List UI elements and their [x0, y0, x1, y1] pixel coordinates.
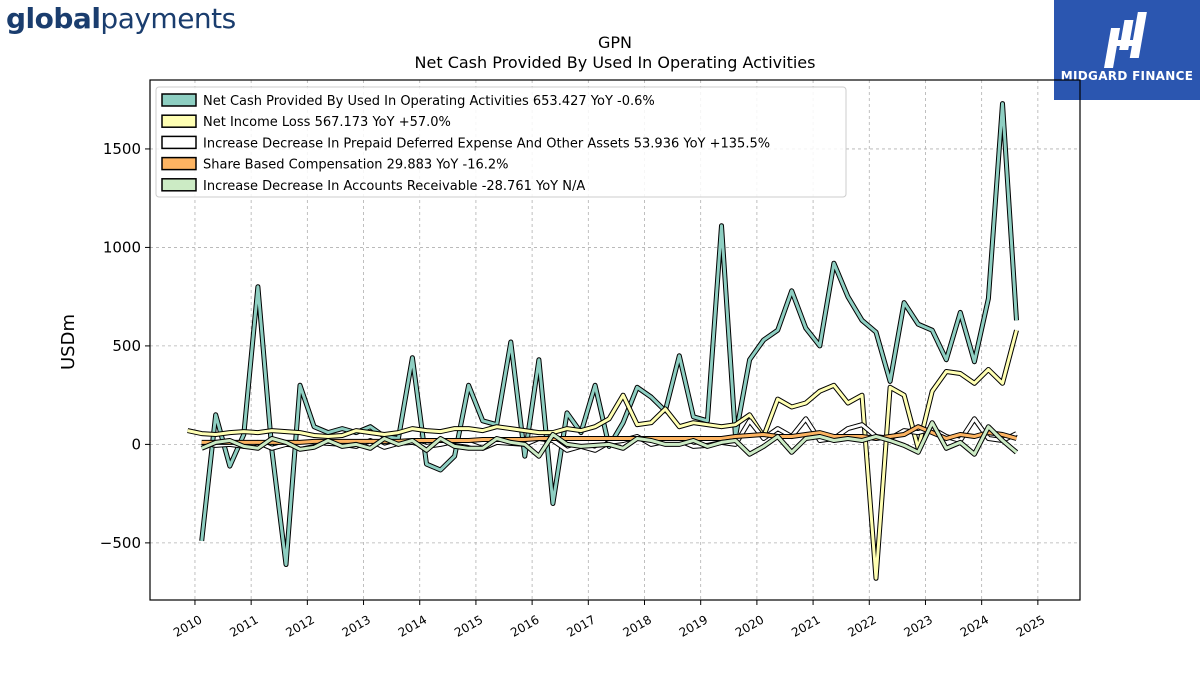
y-tick-label: −500	[100, 534, 141, 552]
legend-item: Net Cash Provided By Used In Operating A…	[161, 93, 655, 109]
legend-swatch	[161, 93, 197, 107]
y-tick-label: 1500	[103, 140, 141, 158]
x-tick-label: 2016	[508, 612, 541, 639]
x-tick-label: 2014	[396, 612, 429, 639]
legend-label: Share Based Compensation 29.883 YoY -16.…	[203, 158, 509, 173]
logo-regular-text: payments	[100, 2, 236, 35]
series-line-stroke	[187, 329, 1018, 580]
y-tick-label: 0	[131, 435, 141, 453]
x-tick-label: 2017	[564, 612, 597, 639]
legend-label: Increase Decrease In Accounts Receivable…	[203, 179, 585, 194]
legend-label: Increase Decrease In Prepaid Deferred Ex…	[203, 136, 770, 151]
midgard-finance-badge: MIDGARD FINANCE	[1054, 0, 1200, 100]
x-tick-label: 2025	[1014, 612, 1047, 639]
legend-label: Net Income Loss 567.173 YoY +57.0%	[203, 115, 451, 130]
y-tick-label: 1000	[103, 238, 141, 256]
x-tick-label: 2024	[958, 612, 991, 639]
y-axis-label: USDm	[58, 314, 79, 370]
x-tick-label: 2023	[902, 612, 935, 639]
legend-item: Increase Decrease In Accounts Receivable…	[161, 178, 585, 194]
legend-item: Increase Decrease In Prepaid Deferred Ex…	[161, 135, 770, 151]
x-tick-label: 2020	[733, 612, 766, 639]
logo-bold-text: global	[6, 2, 101, 35]
series-line-stroke	[201, 421, 1018, 458]
y-axis-ticks: −500 0 500 1000 1500	[100, 140, 150, 552]
series-line	[187, 329, 1019, 581]
legend-item: Share Based Compensation 29.883 YoY -16.…	[161, 156, 509, 173]
x-tick-label: 2022	[845, 612, 878, 639]
x-tick-label: 2011	[227, 612, 260, 639]
x-tick-label: 2018	[621, 612, 654, 639]
legend-swatch	[161, 156, 197, 171]
plot-lines	[187, 101, 1019, 581]
global-payments-logo: globalpayments	[6, 2, 236, 35]
x-tick-label: 2019	[677, 612, 710, 639]
series-line	[200, 420, 1019, 459]
legend-swatch	[161, 135, 197, 150]
x-tick-label: 2012	[283, 612, 316, 639]
x-tick-label: 2015	[452, 612, 485, 639]
legend-swatch	[161, 178, 197, 192]
legend-label: Net Cash Provided By Used In Operating A…	[203, 94, 655, 109]
legend: Net Cash Provided By Used In Operating A…	[155, 86, 847, 198]
chart-subtitle: Net Cash Provided By Used In Operating A…	[415, 53, 816, 72]
plot-frame	[149, 79, 1081, 601]
chart-title: GPN	[598, 33, 632, 52]
legend-item: Net Income Loss 567.173 YoY +57.0%	[161, 114, 451, 130]
badge-name: MIDGARD FINANCE	[1060, 69, 1194, 83]
midgard-logo-icon	[1104, 12, 1147, 68]
x-axis-ticks: 2010 2011 2012 2013 2014 2015 2016 2017 2018 2019…	[171, 600, 1047, 640]
y-tick-label: 500	[112, 337, 141, 355]
legend-swatch	[161, 114, 197, 128]
x-tick-label: 2010	[171, 612, 204, 639]
legend-box	[155, 86, 847, 198]
x-tick-label: 2013	[340, 612, 373, 639]
x-tick-label: 2021	[789, 612, 822, 639]
